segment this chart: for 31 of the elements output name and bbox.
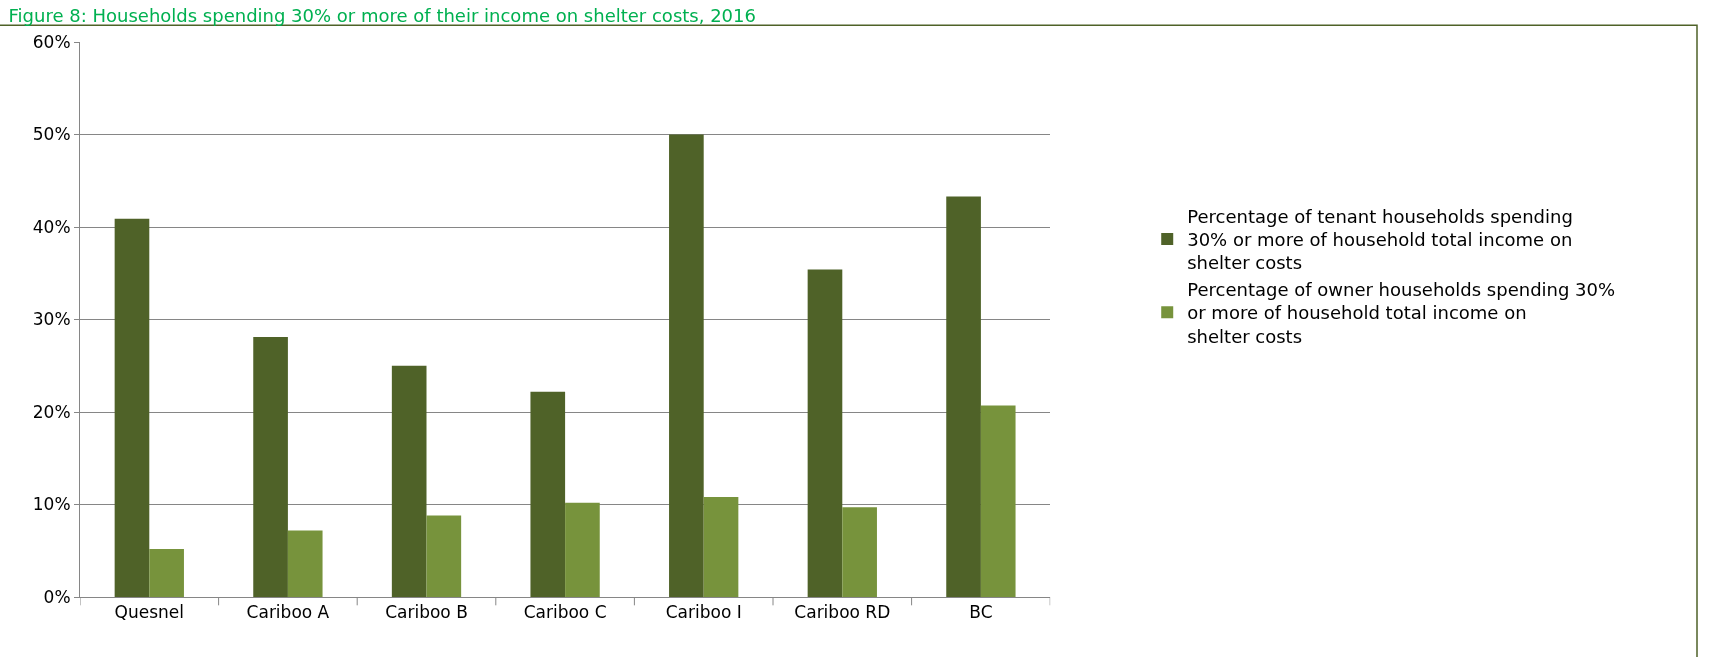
y-tick-label: 30% xyxy=(32,309,71,330)
x-tick-label: Cariboo A xyxy=(246,602,330,623)
bar xyxy=(287,530,323,597)
bar xyxy=(703,497,739,597)
legend-label: Percentage of owner households spending 30% or more of household total income on shelter costs xyxy=(1187,278,1616,347)
bar xyxy=(565,502,600,597)
bar xyxy=(980,405,1016,597)
y-tick-label: 50% xyxy=(32,124,71,145)
x-tick-label: Cariboo I xyxy=(665,602,742,623)
legend-label: Percentage of tenant households spending 30% or more of household total income on shelter costs xyxy=(1187,205,1573,274)
x-tick-label: Cariboo RD xyxy=(794,602,891,623)
y-tick-label: 40% xyxy=(32,216,71,237)
bar xyxy=(426,515,462,597)
bar xyxy=(842,507,877,597)
y-tick-label: 0% xyxy=(43,586,71,607)
bar xyxy=(669,134,704,597)
x-tick-label: BC xyxy=(969,602,993,623)
bar xyxy=(149,548,184,597)
bar xyxy=(253,337,288,597)
chart-title: Figure 8: Households spending 30% or more of their income on shelter costs, 2016 xyxy=(8,5,756,27)
bar xyxy=(807,269,843,597)
y-tick-label: 60% xyxy=(32,31,71,52)
bar xyxy=(114,218,150,597)
bar xyxy=(946,196,981,597)
x-tick-label: Cariboo C xyxy=(523,602,607,623)
x-tick-label: Cariboo B xyxy=(385,602,468,623)
bar xyxy=(391,365,427,597)
x-tick-label: Quesnel xyxy=(114,602,185,623)
bar xyxy=(530,391,566,597)
y-tick-label: 20% xyxy=(32,401,71,422)
y-tick-label: 10% xyxy=(32,494,71,515)
